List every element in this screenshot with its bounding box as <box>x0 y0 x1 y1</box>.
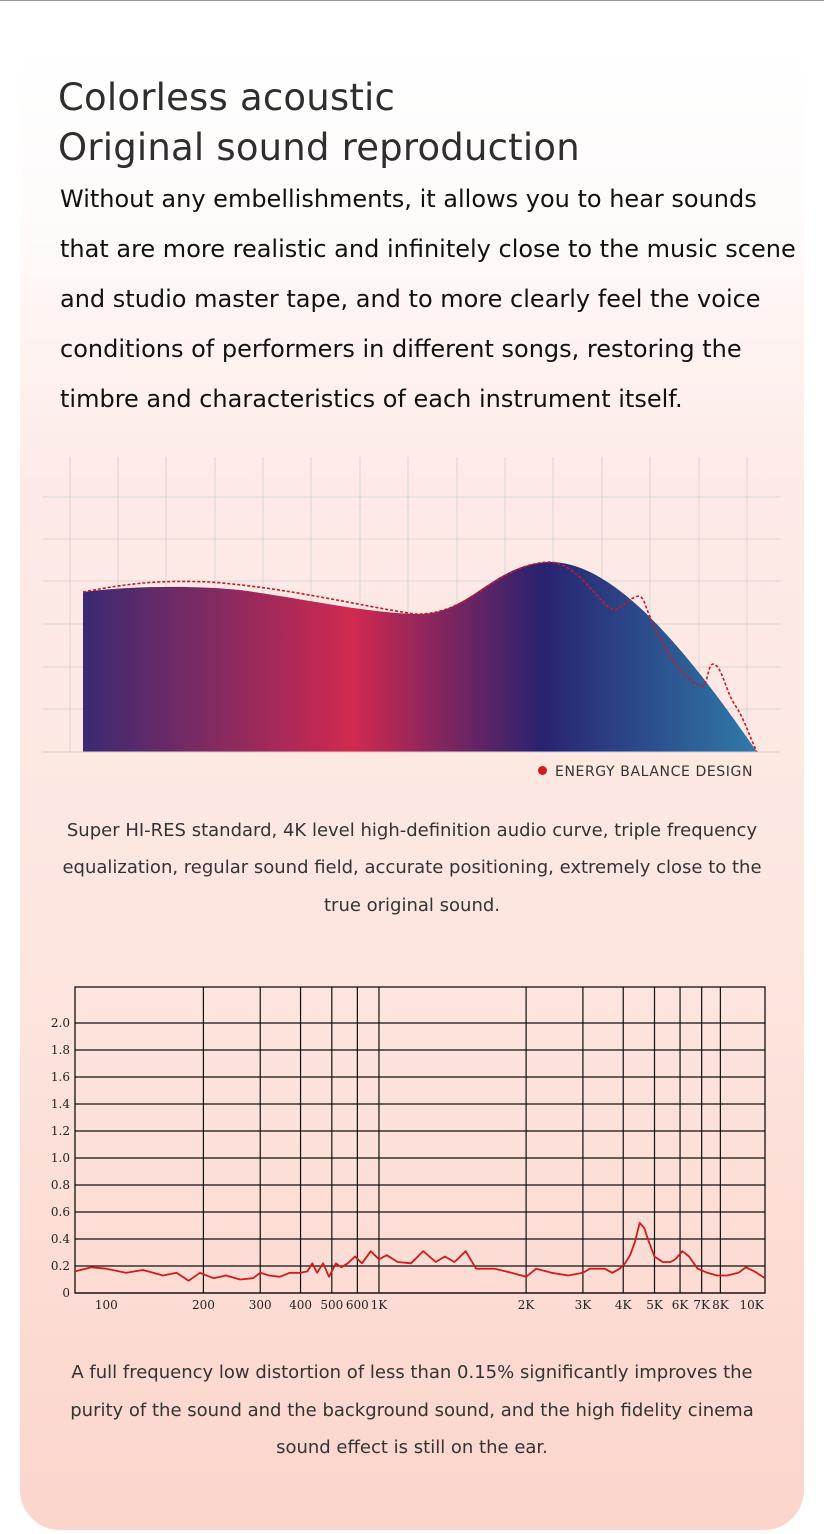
distortion-caption-line-2: purity of the sound and the background s… <box>70 1400 754 1421</box>
y-tick-label: 0.6 <box>51 1205 70 1219</box>
energy-caption-line-3: true original sound. <box>323 895 501 916</box>
x-tick-label: 6K <box>672 1298 690 1312</box>
x-tick-label: 10K <box>740 1298 765 1312</box>
x-tick-label: 2K <box>518 1298 536 1312</box>
energy-caption-line-2: equalization, regular sound field, accur… <box>62 857 762 878</box>
intro-line-3: and studio master tape, and to more clea… <box>60 285 761 313</box>
x-tick-label: 4K <box>615 1298 633 1312</box>
energy-legend: ENERGY BALANCE DESIGN <box>538 764 753 780</box>
intro-line-2: that are more realistic and infinitely c… <box>60 235 796 263</box>
heading-line-2: Original sound reproduction <box>58 126 580 169</box>
x-tick-label: 7K <box>693 1298 711 1312</box>
chart-x-tick-labels: 100 200 300 400 500 600 1K 2K 3K 4K 5K 6K 7K 8K 10K <box>95 1298 765 1312</box>
legend-label: ENERGY BALANCE DESIGN <box>555 764 754 780</box>
distortion-series-line <box>74 1221 766 1282</box>
x-tick-label: 600 <box>346 1298 369 1312</box>
y-tick-label: 0 <box>62 1286 70 1300</box>
y-tick-label: 0.4 <box>51 1232 70 1246</box>
energy-caption-line-1: Super HI-RES standard, 4K level high-def… <box>66 820 758 841</box>
distortion-caption-line-1: A full frequency low distortion of less … <box>71 1362 753 1383</box>
y-tick-label: 1.6 <box>51 1070 70 1084</box>
y-tick-label: 1.2 <box>51 1124 70 1138</box>
top-divider <box>0 0 824 1</box>
legend-dot-icon <box>538 766 547 775</box>
heading-line-1: Colorless acoustic <box>58 76 396 119</box>
x-tick-label: 5K <box>646 1298 664 1312</box>
y-tick-label: 1.0 <box>51 1151 70 1165</box>
distortion-caption-line-3: sound effect is still on the ear. <box>276 1437 548 1458</box>
intro-line-1: Without any embellishments, it allows yo… <box>60 185 757 213</box>
x-tick-label: 400 <box>289 1298 312 1312</box>
intro-line-5: timbre and characteristics of each instr… <box>60 385 683 413</box>
x-tick-label: 100 <box>95 1298 118 1312</box>
x-tick-label: 200 <box>192 1298 215 1312</box>
content-card <box>20 40 804 1530</box>
y-tick-label: 2.0 <box>51 1016 70 1030</box>
energy-area <box>83 561 757 752</box>
chart-horizontal-grid <box>75 1022 765 1294</box>
y-tick-label: 0.2 <box>51 1259 70 1273</box>
energy-dashed-curve <box>82 561 758 753</box>
intro-line-4: conditions of performers in different so… <box>60 335 742 363</box>
chart-vertical-grid <box>202 987 721 1293</box>
x-tick-label: 300 <box>249 1298 272 1312</box>
chart-y-tick-labels: 0 0.2 0.4 0.6 0.8 1.0 1.2 1.4 1.6 1.8 2.0 <box>51 1016 70 1300</box>
plot-frame <box>74 986 766 1294</box>
x-tick-label: 1K <box>371 1298 389 1312</box>
x-tick-label: 3K <box>575 1298 593 1312</box>
y-tick-label: 1.8 <box>51 1043 70 1057</box>
x-tick-label: 8K <box>712 1298 730 1312</box>
x-tick-label: 500 <box>320 1298 343 1312</box>
y-tick-label: 1.4 <box>51 1097 70 1111</box>
y-tick-label: 0.8 <box>51 1178 70 1192</box>
